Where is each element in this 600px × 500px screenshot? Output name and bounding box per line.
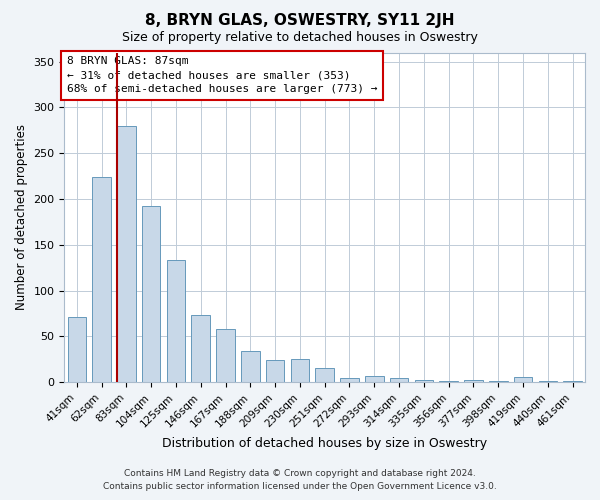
Bar xyxy=(142,206,160,382)
Bar xyxy=(167,260,185,382)
Bar xyxy=(464,380,483,382)
Bar xyxy=(68,317,86,382)
Bar xyxy=(415,380,433,382)
Bar xyxy=(365,376,383,382)
Y-axis label: Number of detached properties: Number of detached properties xyxy=(15,124,28,310)
Bar xyxy=(241,351,260,382)
Text: Size of property relative to detached houses in Oswestry: Size of property relative to detached ho… xyxy=(122,31,478,44)
Bar xyxy=(390,378,409,382)
Bar xyxy=(340,378,359,382)
Bar xyxy=(216,329,235,382)
Bar xyxy=(439,381,458,382)
Bar xyxy=(489,381,508,382)
Bar xyxy=(92,177,111,382)
Bar xyxy=(563,381,582,382)
Bar xyxy=(191,316,210,382)
Text: Contains HM Land Registry data © Crown copyright and database right 2024.
Contai: Contains HM Land Registry data © Crown c… xyxy=(103,469,497,491)
Bar xyxy=(117,126,136,382)
Bar xyxy=(539,381,557,382)
Text: 8, BRYN GLAS, OSWESTRY, SY11 2JH: 8, BRYN GLAS, OSWESTRY, SY11 2JH xyxy=(145,12,455,28)
X-axis label: Distribution of detached houses by size in Oswestry: Distribution of detached houses by size … xyxy=(162,437,487,450)
Bar xyxy=(514,376,532,382)
Text: 8 BRYN GLAS: 87sqm
← 31% of detached houses are smaller (353)
68% of semi-detach: 8 BRYN GLAS: 87sqm ← 31% of detached hou… xyxy=(67,56,377,94)
Bar xyxy=(316,368,334,382)
Bar xyxy=(290,359,309,382)
Bar xyxy=(266,360,284,382)
